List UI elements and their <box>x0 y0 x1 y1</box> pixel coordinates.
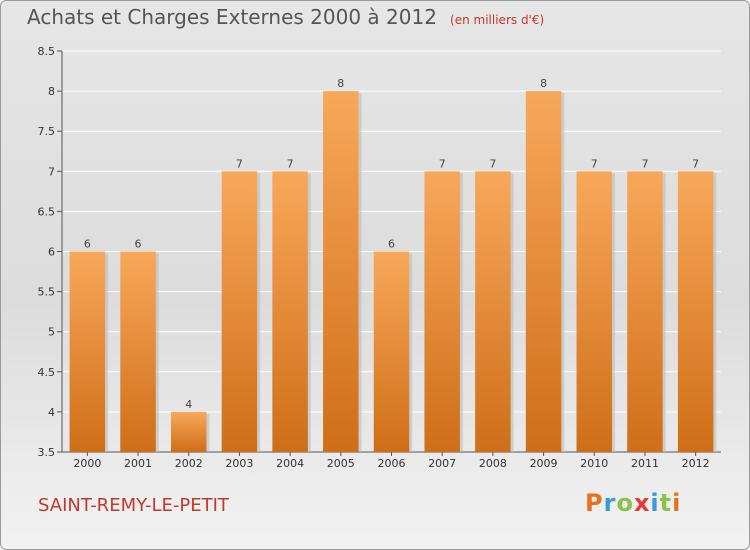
bar-2007 <box>424 171 460 453</box>
x-tick-label-2007: 2007 <box>428 457 456 470</box>
x-tick-label-2009: 2009 <box>530 457 558 470</box>
logo-letter: i <box>650 489 660 517</box>
bar-2009 <box>525 91 562 452</box>
y-tick-label: 6 <box>48 246 55 259</box>
city-name: SAINT-REMY-LE-PETIT <box>38 495 229 516</box>
data-label-2009: 8 <box>540 77 547 90</box>
logo-letter: r <box>603 489 617 517</box>
x-tick-label-2003: 2003 <box>225 457 253 470</box>
bar-2001 <box>120 251 156 452</box>
x-tick-label-2010: 2010 <box>580 457 608 470</box>
bar-2005 <box>323 91 359 452</box>
data-label-2010: 7 <box>591 157 598 170</box>
y-tick-label: 6.5 <box>38 205 56 218</box>
x-tick-label-2012: 2012 <box>682 457 710 470</box>
x-tick-label-2002: 2002 <box>175 457 203 470</box>
data-label-2004: 7 <box>287 157 294 170</box>
y-tick-label: 5.5 <box>38 286 56 299</box>
x-tick-label-2006: 2006 <box>378 457 406 470</box>
y-tick-label: 8 <box>48 85 55 98</box>
logo-letter: x <box>633 489 651 517</box>
chart-subtitle: (en milliers d'€) <box>450 13 545 27</box>
logo-letter: i <box>672 489 682 517</box>
labels: 3.5 4 4.5 5 5.5 6 6.5 7 7.5 8 8.5 6 2000 6 2001 4 2002 7 2… <box>38 45 710 470</box>
data-label-2001: 6 <box>135 238 142 251</box>
proxiti-logo: Proxiti <box>585 489 681 517</box>
data-label-2003: 7 <box>236 157 243 170</box>
x-tick-label-2008: 2008 <box>479 457 507 470</box>
y-tick-label: 7 <box>48 165 55 178</box>
chart-title-group: Achats et Charges Externes 2000 à 2012 (… <box>27 5 544 29</box>
bar-2011 <box>627 171 663 453</box>
x-tick-label-2011: 2011 <box>631 457 659 470</box>
bar-2002 <box>170 411 207 452</box>
bars <box>69 91 717 453</box>
x-tick-label-2000: 2000 <box>73 457 101 470</box>
logo-letter: P <box>585 489 604 517</box>
bar-2004 <box>272 171 308 453</box>
data-label-2000: 6 <box>84 238 91 251</box>
data-label-2011: 7 <box>641 157 648 170</box>
y-tick-label: 5 <box>48 326 55 339</box>
bar-2012 <box>677 171 714 453</box>
data-label-2002: 4 <box>185 398 192 411</box>
data-label-2005: 8 <box>337 77 344 90</box>
y-tick-label: 4.5 <box>38 366 56 379</box>
y-tick-label: 8.5 <box>38 45 56 58</box>
data-label-2012: 7 <box>692 157 699 170</box>
data-label-2008: 7 <box>489 157 496 170</box>
x-tick-label-2005: 2005 <box>327 457 355 470</box>
bar-2006 <box>373 251 410 452</box>
logo-letter: t <box>659 489 673 517</box>
chart-title: Achats et Charges Externes 2000 à 2012 <box>27 5 437 29</box>
bar-2010 <box>576 171 613 453</box>
y-tick-label: 3.5 <box>38 446 56 459</box>
x-tick-label-2001: 2001 <box>124 457 152 470</box>
bar-2003 <box>221 171 258 453</box>
data-label-2007: 7 <box>439 157 446 170</box>
y-tick-label: 7.5 <box>38 125 56 138</box>
logo-letter: o <box>616 489 634 517</box>
bar-2008 <box>475 171 511 453</box>
y-tick-label: 4 <box>48 406 55 419</box>
bar-2000 <box>69 251 106 452</box>
x-tick-label-2004: 2004 <box>276 457 304 470</box>
data-label-2006: 6 <box>388 238 395 251</box>
